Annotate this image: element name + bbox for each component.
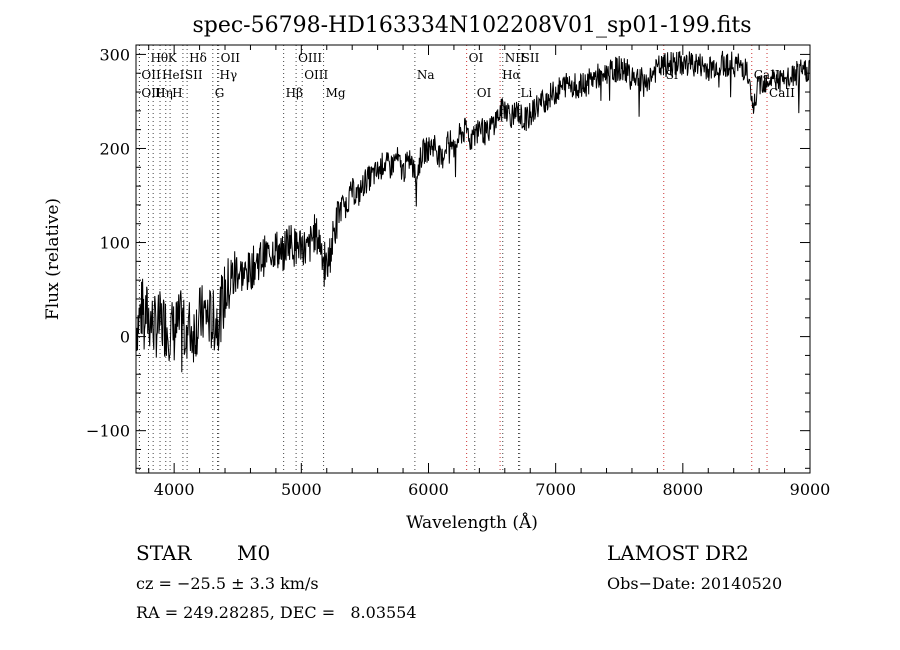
- plot-frame: [135, 44, 811, 474]
- object-class: STAR: [136, 541, 192, 565]
- y-tick-label: 200: [99, 139, 130, 158]
- line-marker-label: Hβ: [286, 86, 303, 100]
- line-marker-label: CaII: [769, 86, 795, 100]
- line-marker-label: Hα: [502, 68, 521, 82]
- line-marker-label: SII: [185, 68, 203, 82]
- redshift-velocity: cz = −25.5 ± 3.3 km/s: [136, 574, 319, 593]
- series-layer: [135, 50, 811, 373]
- line-marker-label: Hθ: [150, 51, 168, 65]
- line-marker-label: SII: [522, 51, 540, 65]
- chart-title: spec-56798-HD163334N102208V01_sp01-199.f…: [192, 13, 751, 38]
- line-marker-label: Hγ: [220, 68, 238, 82]
- y-axis-label: Flux (relative): [43, 198, 63, 320]
- line-marker-label: G: [215, 86, 225, 100]
- y-tick-label: 0: [120, 328, 130, 347]
- x-tick-label: 8000: [662, 480, 703, 499]
- y-tick-label: −100: [86, 422, 130, 441]
- line-marker-label: OI: [469, 51, 484, 65]
- x-axis-ticks: 4000 5000 6000 7000 8000 9000: [148, 45, 831, 499]
- line-marker-label: Na: [417, 68, 435, 82]
- line-marker-label: OIII: [298, 51, 322, 65]
- line-marker-label: H: [172, 86, 182, 100]
- line-marker-label: OII: [221, 51, 241, 65]
- x-tick-label: 7000: [535, 480, 576, 499]
- line-marker-label: Hη: [155, 86, 173, 100]
- line-marker-label: Mg: [326, 86, 346, 100]
- y-tick-label: 100: [99, 234, 130, 253]
- x-tick-label: 4000: [154, 480, 195, 499]
- line-marker-label: Hδ: [189, 51, 207, 65]
- object-subclass: M0: [237, 541, 271, 565]
- observation-date: Obs−Date: 20140520: [607, 574, 783, 593]
- survey-name: LAMOST DR2: [607, 541, 749, 565]
- x-axis-label: Wavelength (Å): [406, 512, 538, 533]
- y-tick-label: 300: [99, 45, 130, 64]
- line-marker-label: K: [168, 51, 178, 65]
- line-marker-label: HeI: [162, 68, 185, 82]
- line-marker-label: Li: [521, 86, 533, 100]
- line-marker-label: OIII: [304, 68, 328, 82]
- x-tick-label: 9000: [790, 480, 831, 499]
- sky-coordinates: RA = 249.28285, DEC = 8.03554: [136, 603, 417, 622]
- spectrum-line: [135, 50, 811, 373]
- x-tick-label: 6000: [408, 480, 449, 499]
- x-tick-label: 5000: [281, 480, 322, 499]
- y-axis-ticks: −100 0 100 200 300: [86, 45, 810, 469]
- line-marker-label: OI: [477, 86, 492, 100]
- line-marker-label: OII: [141, 68, 161, 82]
